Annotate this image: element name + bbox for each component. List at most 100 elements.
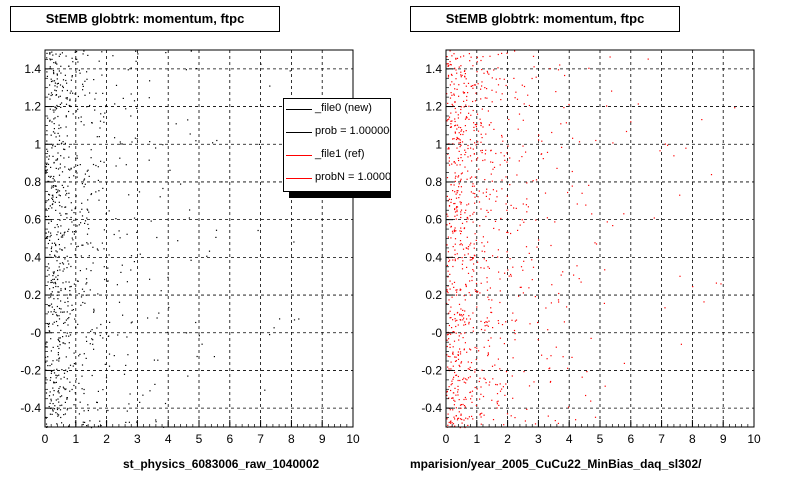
scatter-point bbox=[116, 284, 118, 286]
scatter-point bbox=[449, 50, 451, 52]
scatter-point bbox=[82, 89, 84, 91]
scatter-point bbox=[60, 308, 62, 310]
scatter-point bbox=[491, 299, 493, 301]
scatter-point bbox=[75, 327, 77, 329]
scatter-point bbox=[550, 380, 552, 383]
scatter-point bbox=[90, 193, 93, 195]
scatter-point bbox=[477, 157, 479, 159]
scatter-point bbox=[507, 145, 509, 147]
scatter-point bbox=[470, 398, 472, 400]
scatter-point bbox=[61, 262, 64, 264]
scatter-point bbox=[55, 374, 57, 376]
scatter-point bbox=[490, 173, 492, 175]
scatter-point bbox=[461, 268, 464, 270]
scatter-point bbox=[498, 271, 500, 273]
scatter-point bbox=[522, 119, 524, 121]
scatter-point bbox=[93, 348, 95, 350]
scatter-point bbox=[60, 288, 62, 290]
scatter-point bbox=[190, 50, 192, 52]
scatter-point bbox=[49, 58, 51, 60]
scatter-point bbox=[82, 244, 84, 246]
scatter-point bbox=[72, 239, 74, 241]
scatter-point bbox=[513, 207, 515, 209]
scatter-point bbox=[155, 147, 157, 149]
scatter-point bbox=[67, 230, 69, 232]
scatter-point bbox=[452, 409, 454, 411]
scatter-point bbox=[54, 85, 56, 87]
y-tick-label: -0.4 bbox=[421, 401, 442, 415]
scatter-point bbox=[490, 311, 492, 313]
scatter-point bbox=[90, 330, 92, 332]
scatter-point bbox=[47, 180, 49, 182]
scatter-point bbox=[474, 193, 476, 195]
scatter-point bbox=[75, 378, 77, 380]
scatter-point bbox=[58, 190, 61, 192]
scatter-point bbox=[456, 137, 459, 140]
scatter-point bbox=[131, 321, 133, 323]
scatter-point bbox=[167, 276, 169, 278]
scatter-point bbox=[463, 377, 465, 379]
scatter-point bbox=[465, 247, 467, 249]
scatter-point bbox=[457, 324, 459, 326]
scatter-point bbox=[75, 363, 77, 365]
scatter-point bbox=[467, 82, 470, 84]
scatter-point bbox=[78, 382, 80, 384]
scatter-point bbox=[518, 295, 520, 297]
scatter-point bbox=[58, 244, 60, 246]
scatter-point bbox=[483, 377, 485, 379]
scatter-point bbox=[446, 334, 449, 336]
scatter-point bbox=[78, 117, 80, 119]
scatter-point bbox=[497, 84, 500, 86]
scatter-point bbox=[108, 365, 111, 367]
scatter-point bbox=[454, 125, 456, 127]
scatter-point bbox=[63, 232, 65, 234]
scatter-point bbox=[469, 215, 471, 217]
scatter-point bbox=[51, 197, 53, 199]
scatter-point bbox=[45, 169, 47, 171]
scatter-point bbox=[450, 389, 452, 392]
scatter-point bbox=[74, 93, 76, 95]
scatter-point bbox=[48, 155, 50, 157]
scatter-point bbox=[60, 416, 62, 419]
scatter-point bbox=[481, 108, 483, 110]
scatter-point bbox=[56, 315, 58, 317]
scatter-point bbox=[82, 85, 84, 87]
scatter-point bbox=[70, 216, 72, 219]
scatter-point bbox=[555, 346, 557, 348]
scatter-point bbox=[581, 376, 583, 378]
scatter-point bbox=[604, 269, 606, 271]
scatter-point bbox=[68, 425, 70, 427]
scatter-point bbox=[76, 280, 79, 282]
scatter-point bbox=[47, 281, 49, 283]
scatter-point bbox=[70, 285, 72, 288]
scatter-point bbox=[87, 54, 89, 56]
scatter-point bbox=[446, 391, 448, 393]
scatter-point bbox=[138, 191, 141, 193]
scatter-point bbox=[149, 390, 151, 392]
scatter-point bbox=[469, 366, 471, 368]
scatter-point bbox=[485, 195, 487, 197]
scatter-point bbox=[139, 253, 141, 255]
scatter-point bbox=[114, 103, 116, 105]
scatter-point bbox=[502, 386, 504, 388]
scatter-point bbox=[715, 282, 717, 284]
scatter-point bbox=[269, 85, 271, 87]
scatter-point bbox=[460, 154, 462, 156]
scatter-point bbox=[527, 94, 529, 96]
scatter-point bbox=[49, 239, 51, 241]
scatter-point bbox=[447, 74, 450, 76]
scatter-point bbox=[64, 166, 66, 168]
scatter-point bbox=[45, 361, 47, 363]
scatter-point bbox=[471, 415, 473, 417]
scatter-point bbox=[567, 191, 569, 194]
scatter-point bbox=[452, 353, 454, 355]
scatter-point bbox=[118, 230, 120, 232]
scatter-point bbox=[497, 400, 499, 402]
scatter-point bbox=[516, 98, 519, 100]
scatter-point bbox=[57, 168, 60, 170]
scatter-point bbox=[90, 193, 92, 196]
scatter-point bbox=[52, 194, 54, 196]
legend-entry: _file0 (new) bbox=[284, 99, 390, 120]
scatter-point bbox=[470, 85, 472, 87]
scatter-point bbox=[455, 325, 457, 328]
